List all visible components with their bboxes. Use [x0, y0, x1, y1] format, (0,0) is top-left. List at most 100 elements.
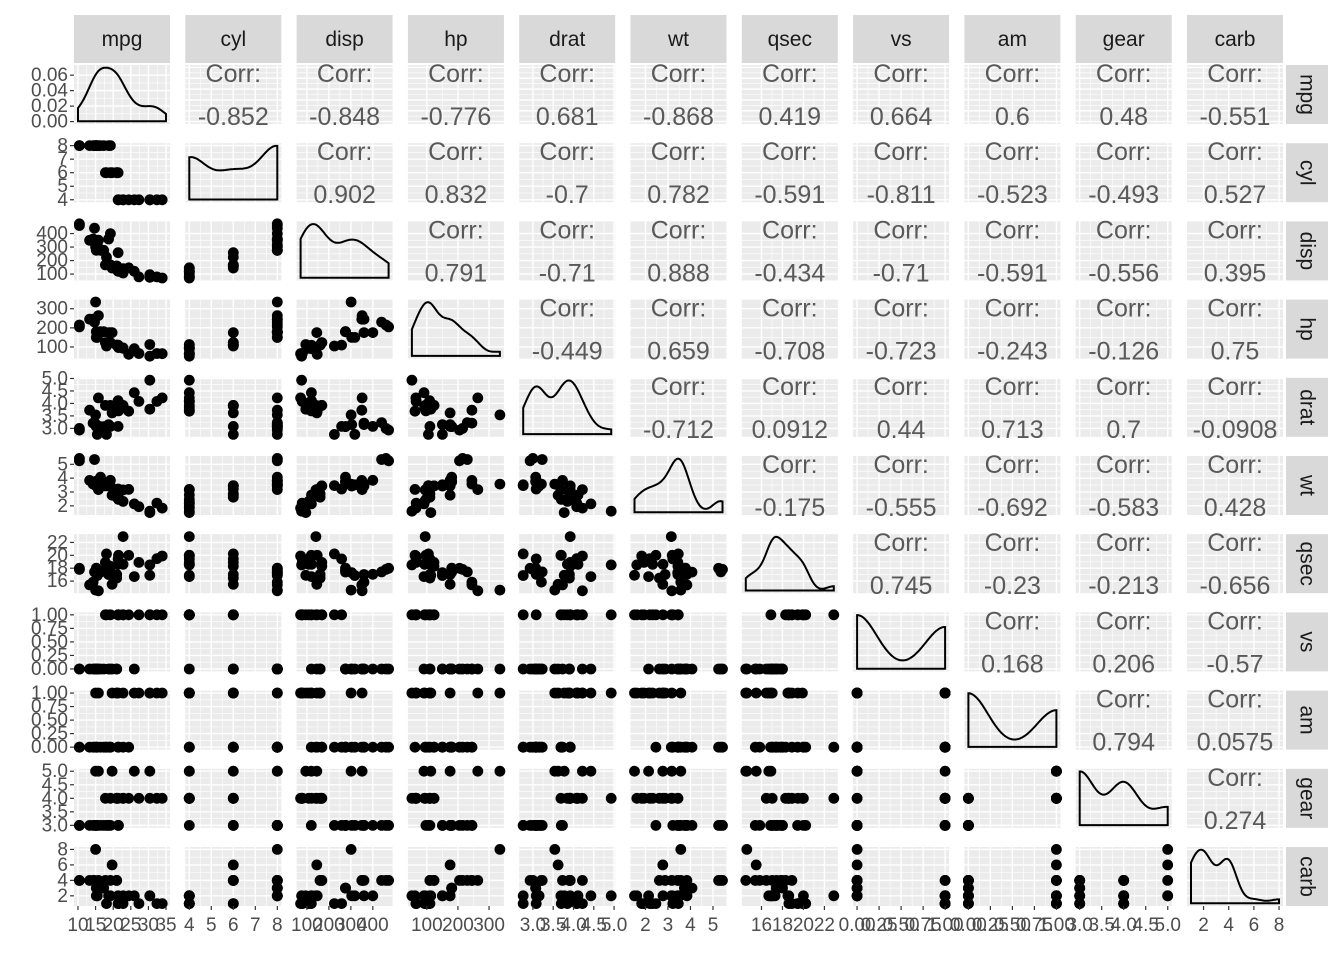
scatter-point-gear-vs-disp [356, 820, 368, 831]
scatter-point-qsec-vs-disp [314, 569, 326, 580]
x-tick-label-hp: 100 [411, 915, 443, 936]
scatter-point-carb-vs-vs [851, 859, 863, 871]
scatter-point-carb-vs-mpg [128, 890, 140, 902]
scatter-point-carb-vs-mpg [74, 875, 85, 886]
x-tick-label-vs: 0.50 [883, 915, 920, 936]
corr-value-mpg-drat: 0.681 [536, 103, 599, 131]
scatter-point-cyl-vs-mpg [74, 140, 85, 152]
scatter-point-vs-vs-disp [329, 609, 340, 621]
corr-value-wt-vs: -0.555 [866, 494, 937, 522]
scatter-point-drat-vs-disp [311, 407, 323, 419]
corr-label-mpg-qsec: Corr: [762, 60, 818, 88]
scatter-point-disp-vs-mpg [105, 228, 116, 240]
scatter-point-carb-vs-hp [444, 890, 456, 902]
scatter-point-vs-vs-hp [437, 663, 448, 675]
scatter-point-hp-vs-mpg [90, 296, 101, 308]
scatter-point-wt-vs-hp [461, 454, 473, 465]
scatter-point-wt-vs-drat [527, 453, 539, 464]
scatter-point-vs-vs-hp [472, 663, 484, 675]
scatter-point-gear-vs-mpg [105, 820, 116, 831]
strip-right-drat [1286, 377, 1328, 437]
y-tick-label-cyl: 5 [57, 176, 68, 197]
scatter-point-qsec-vs-cyl [183, 569, 195, 581]
scatter-point-drat-vs-hp [472, 392, 484, 404]
corr-label-hp-wt: Corr: [651, 295, 707, 323]
corr-label-disp-vs: Corr: [873, 216, 929, 244]
scatter-point-drat-vs-disp [329, 429, 340, 440]
scatter-point-vs-vs-mpg [144, 609, 156, 621]
scatter-point-carb-vs-hp [424, 890, 435, 902]
scatter-point-gear-vs-mpg [128, 765, 140, 777]
scatter-point-gear-vs-disp [356, 765, 368, 777]
scatter-point-qsec-vs-mpg [144, 569, 156, 581]
scatter-point-gear-vs-vs [939, 765, 951, 777]
y-tick-label-wt: 2 [57, 496, 68, 517]
scatter-point-hp-vs-disp [376, 316, 387, 328]
x-tick-label-mpg: 35 [155, 915, 176, 936]
scatter-point-qsec-vs-mpg [90, 584, 101, 596]
scatter-point-carb-vs-disp [329, 898, 340, 909]
corr-value-qsec-gear: -0.213 [1088, 572, 1159, 600]
x-tick-label-am: 0.00 [950, 915, 987, 936]
scatter-point-am-vs-vs [939, 741, 951, 753]
strip-label-cyl: cyl [220, 28, 246, 51]
scatter-point-hp-vs-mpg [84, 313, 95, 325]
corr-value-am-gear: 0.794 [1092, 729, 1155, 757]
scatter-point-hp-vs-mpg [93, 310, 104, 321]
corr-label-wt-gear: Corr: [1096, 451, 1152, 479]
scatter-point-am-vs-mpg [84, 741, 95, 753]
scatter-point-disp-vs-mpg [112, 247, 124, 259]
strip-top-disp [296, 15, 393, 63]
scatter-point-qsec-vs-mpg [106, 578, 118, 590]
scatter-point-wt-vs-disp [356, 484, 368, 495]
scatter-point-wt-vs-mpg [90, 478, 101, 490]
strip-top-mpg [74, 15, 170, 63]
scatter-point-qsec-vs-drat [530, 568, 542, 580]
scatter-point-cyl-vs-mpg [90, 140, 101, 152]
scatter-point-gear-vs-drat [530, 820, 542, 831]
scatter-point-cyl-vs-mpg [105, 140, 116, 152]
scatter-point-am-vs-hp [444, 687, 456, 699]
scatter-point-am-vs-qsec [749, 741, 761, 753]
corr-label-mpg-hp: Corr: [428, 60, 484, 88]
scatter-point-carb-vs-mpg [105, 890, 116, 902]
x-tick-label-disp: 300 [335, 915, 367, 936]
scatter-point-gear-vs-drat [517, 820, 529, 831]
scatter-point-drat-vs-cyl [183, 403, 195, 415]
strip-top-gear [1075, 15, 1172, 63]
y-tick-label-gear: 4.0 [42, 788, 68, 809]
scatter-point-am-vs-cyl [183, 741, 195, 753]
scatter-point-carb-vs-wt [715, 875, 727, 886]
scatter-point-carb-vs-mpg [90, 890, 102, 902]
scatter-point-qsec-vs-disp [296, 557, 308, 568]
scatter-point-am-vs-wt [657, 687, 669, 699]
x-tick-label-carb: 4 [1223, 915, 1234, 936]
strip-row-label-vs: vs [1296, 631, 1319, 652]
x-tick-label-gear: 3.0 [1066, 915, 1092, 936]
scatter-point-drat-vs-mpg [100, 400, 111, 411]
scatter-point-am-vs-mpg [74, 741, 85, 753]
y-tick-label-vs: 1.00 [31, 605, 68, 626]
scatter-point-vs-vs-cyl [227, 663, 239, 675]
corr-label-disp-gear: Corr: [1096, 216, 1152, 244]
scatter-point-carb-vs-qsec [740, 875, 752, 886]
corr-value-drat-carb: -0.0908 [1193, 416, 1278, 444]
corr-value-qsec-vs: 0.745 [870, 572, 933, 600]
scatter-point-wt-vs-cyl [271, 454, 283, 465]
scatter-point-qsec-vs-hp [424, 558, 435, 570]
corr-value-mpg-am: 0.6 [995, 103, 1030, 131]
x-tick-label-vs: 1.00 [927, 915, 964, 936]
scatter-point-wt-vs-cyl [227, 480, 239, 492]
scatter-point-vs-vs-hp [418, 663, 430, 675]
scatter-point-gear-vs-cyl [183, 792, 195, 804]
strip-top-drat [519, 15, 616, 63]
y-tick-label-drat: 4.0 [42, 393, 68, 414]
scatter-point-drat-vs-hp [425, 403, 437, 415]
scatter-point-disp-vs-mpg [156, 272, 168, 284]
scatter-point-qsec-vs-wt [643, 571, 654, 582]
scatter-point-gear-vs-vs [939, 820, 951, 831]
scatter-point-drat-vs-hp [494, 409, 506, 421]
scatter-point-vs-vs-cyl [227, 609, 239, 621]
scatter-point-hp-vs-mpg [156, 348, 168, 360]
scatter-point-wt-vs-disp [329, 480, 340, 491]
